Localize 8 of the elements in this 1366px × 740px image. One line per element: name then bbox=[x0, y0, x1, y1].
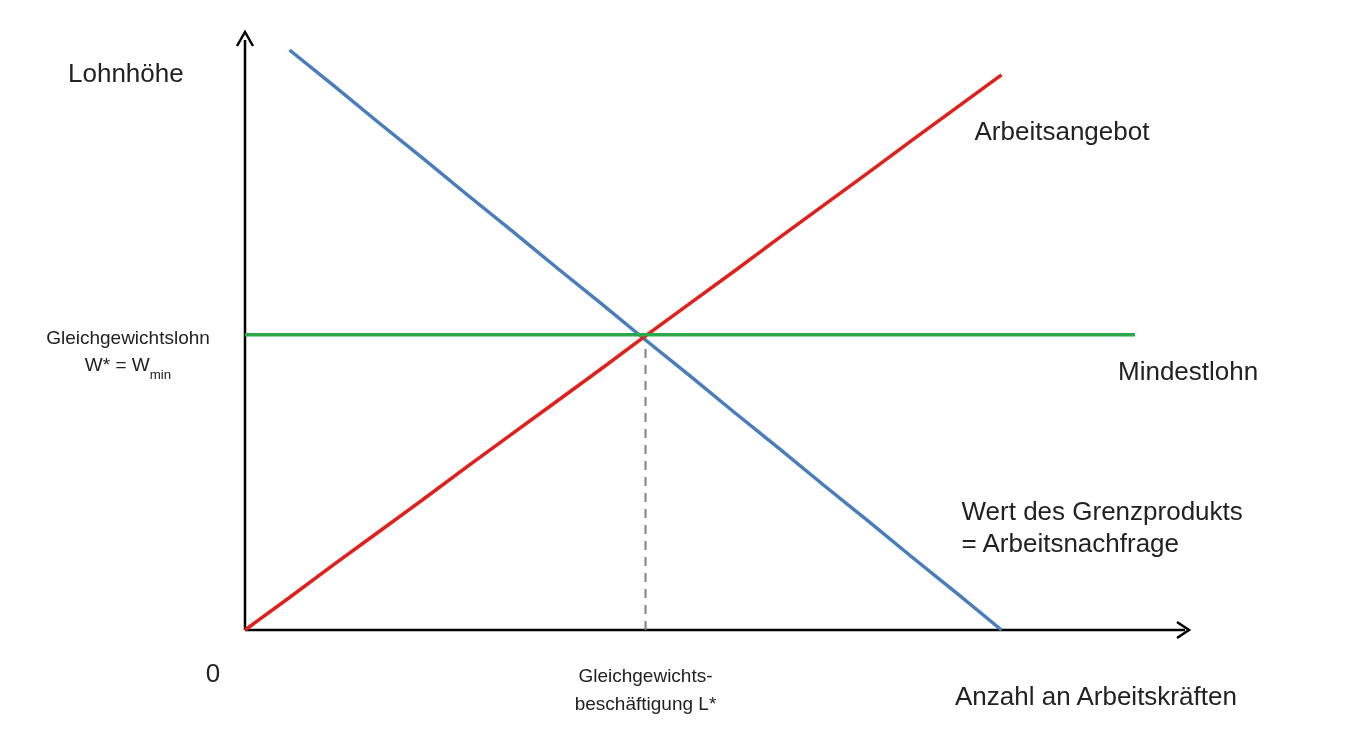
series-label: Arbeitsangebot bbox=[974, 115, 1151, 146]
series-label: Wert des Grenzprodukts = Arbeitsnachfrage bbox=[961, 496, 1243, 558]
y-axis-title: Lohnhöhe bbox=[68, 58, 184, 88]
x-axis-title: Anzahl an Arbeitskräften bbox=[955, 681, 1237, 711]
text: Gleichgewichtslohn W* = W$_{min}$ bbox=[46, 327, 210, 382]
text: Gleichgewichts- beschäftigung L* bbox=[574, 665, 717, 714]
series-label: Mindestlohn bbox=[1118, 355, 1259, 386]
text: 0 bbox=[205, 658, 221, 688]
